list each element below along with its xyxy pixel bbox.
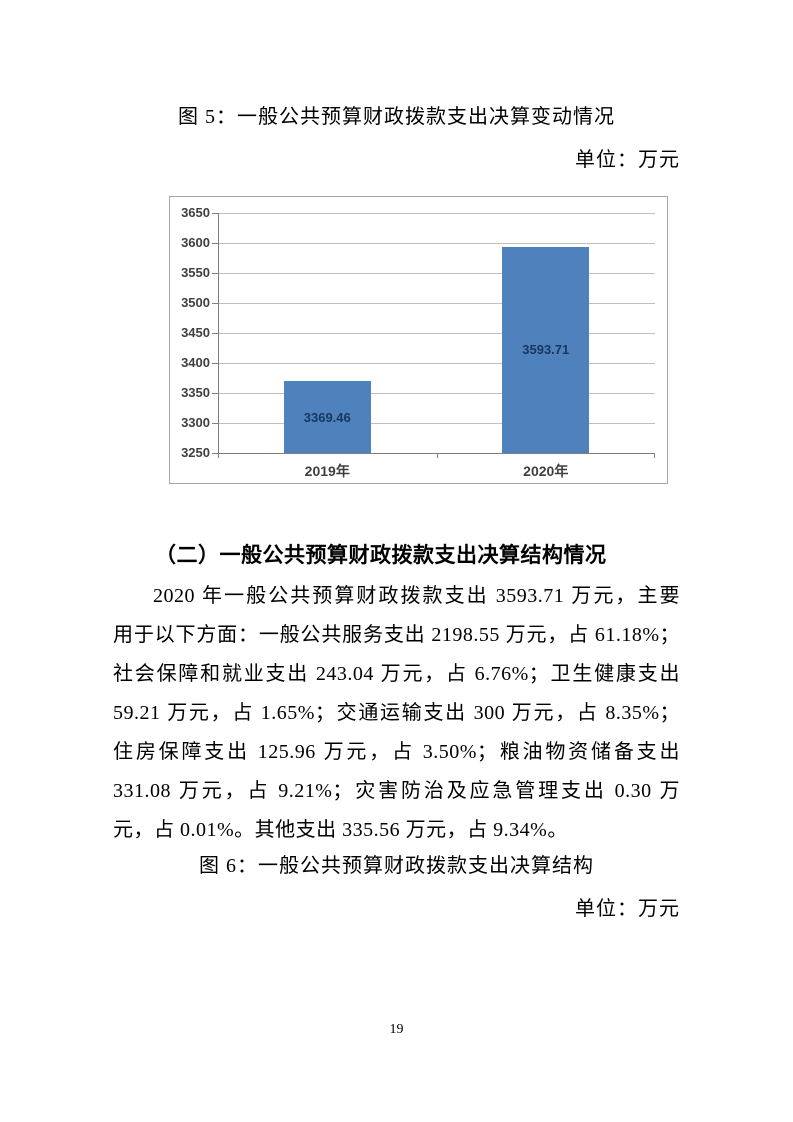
y-axis-tick-mark xyxy=(212,333,218,334)
y-axis-tick-label: 3450 xyxy=(181,325,210,340)
chart-gridline xyxy=(218,393,655,394)
bar-value-label: 3369.46 xyxy=(303,409,351,425)
chart-gridline xyxy=(218,243,655,244)
y-axis-tick-mark xyxy=(212,363,218,364)
y-axis-tick-mark xyxy=(212,213,218,214)
figure6-caption: 图 6：一般公共预算财政拨款支出决算结构 xyxy=(199,855,594,877)
x-category-label: 2020年 xyxy=(523,463,569,479)
paragraph-line: 元，占 0.01%。其他支出 335.56 万元，占 9.34%。 xyxy=(113,819,568,841)
y-axis-tick-mark xyxy=(212,243,218,244)
x-category-label: 2019年 xyxy=(304,463,350,479)
x-axis-tick-mark xyxy=(218,453,219,458)
y-axis-tick-mark xyxy=(212,273,218,274)
chart-gridline xyxy=(218,423,655,424)
y-axis-tick-label: 3350 xyxy=(181,385,210,400)
y-axis-tick-label: 3250 xyxy=(181,445,210,460)
paragraph-line: 59.21 万元，占 1.65%；交通运输支出 300 万元，占 8.35%； xyxy=(113,702,680,724)
chart-gridline xyxy=(218,363,655,364)
y-axis-tick-mark xyxy=(212,393,218,394)
chart-gridline xyxy=(218,333,655,334)
y-axis-tick-label: 3400 xyxy=(181,355,210,370)
chart-gridline xyxy=(218,213,655,214)
figure6-unit-label: 单位：万元 xyxy=(575,898,680,920)
paragraph-line: 住房保障支出 125.96 万元，占 3.50%；粮油物资储备支出 xyxy=(113,741,680,763)
chart-plot-area: 3250 3300 3350 3400 3450 3500 3550 3600 3650 3369… xyxy=(181,205,655,479)
chart-gridline xyxy=(218,303,655,304)
page-number: 19 xyxy=(389,1022,404,1037)
figure5-bar-chart: 3250 3300 3350 3400 3450 3500 3550 3600 3650 3369… xyxy=(169,196,668,484)
bar: 3593.71 xyxy=(502,246,590,453)
paragraph-line: 社会保障和就业支出 243.04 万元，占 6.76%；卫生健康支出 xyxy=(113,663,680,685)
y-axis-tick-label: 3500 xyxy=(181,295,210,310)
paragraph-line: 用于以下方面：一般公共服务支出 2198.55 万元，占 61.18%； xyxy=(113,624,680,646)
y-axis-tick-label: 3550 xyxy=(181,265,210,280)
section-paragraph: 2020 年一般公共预算财政拨款支出 3593.71 万元，主要用于以下方面：一… xyxy=(113,577,680,850)
y-axis-tick-mark xyxy=(212,453,218,454)
chart-gridline xyxy=(218,273,655,274)
paragraph-line: 2020 年一般公共预算财政拨款支出 3593.71 万元，主要 xyxy=(153,585,680,607)
y-axis-tick-mark xyxy=(212,423,218,424)
y-axis-tick-label: 3300 xyxy=(181,415,210,430)
y-axis-line xyxy=(218,213,219,458)
y-axis-tick-label: 3600 xyxy=(181,235,210,250)
x-axis-tick-mark xyxy=(654,453,655,458)
figure5-caption: 图 5：一般公共预算财政拨款支出决算变动情况 xyxy=(178,106,615,128)
x-axis-tick-mark xyxy=(436,453,438,458)
y-axis-tick-label: 3650 xyxy=(181,205,210,220)
y-axis-tick-mark xyxy=(212,303,218,304)
figure5-unit-label: 单位：万元 xyxy=(575,149,680,171)
bar-value-label: 3593.71 xyxy=(522,342,570,358)
bar: 3369.46 xyxy=(283,381,371,453)
paragraph-line: 331.08 万元，占 9.21%；灾害防治及应急管理支出 0.30 万 xyxy=(113,780,680,802)
section-heading: （二）一般公共预算财政拨款支出决算结构情况 xyxy=(155,543,607,567)
